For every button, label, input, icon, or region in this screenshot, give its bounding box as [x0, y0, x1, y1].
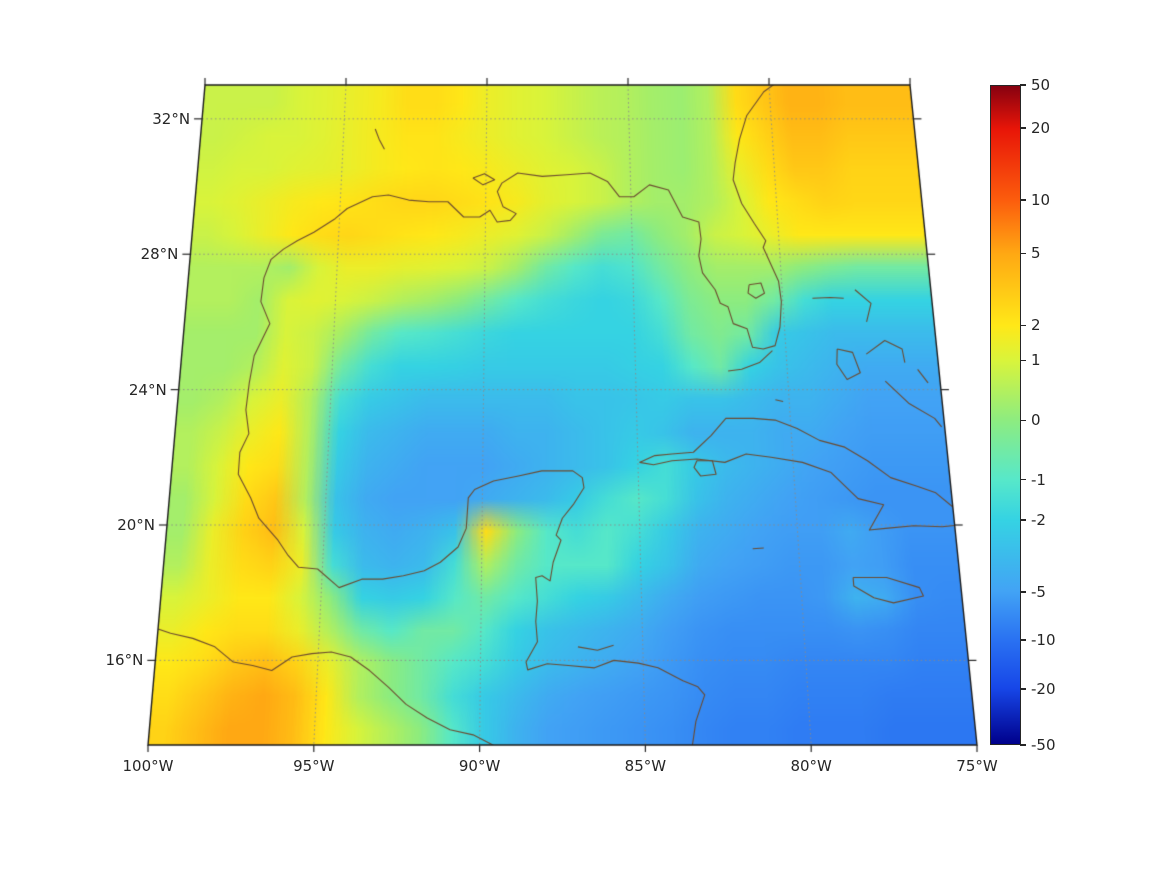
lon-tick-label: 100°W — [122, 757, 174, 775]
lat-tick-label: 16°N — [105, 651, 144, 670]
lon-tick-label: 80°W — [790, 757, 832, 775]
colorbar-tick-mark — [1020, 519, 1026, 521]
colorbar-tick-mark — [1020, 688, 1026, 690]
colorbar-tick-label: -1 — [1031, 470, 1046, 489]
colorbar-tick-mark — [1020, 419, 1026, 421]
colorbar-tick-label: 1 — [1031, 351, 1041, 370]
colorbar-tick-mark — [1020, 591, 1026, 593]
colorbar-tick-label: -50 — [1031, 736, 1056, 754]
colorbar-tick-label: -2 — [1031, 510, 1046, 529]
colorbar-tick-mark — [1020, 478, 1026, 481]
colorbar-gradient — [991, 86, 1020, 744]
lat-tick-label: 28°N — [140, 245, 179, 264]
colorbar-tick-label: 2 — [1031, 316, 1041, 335]
colorbar-tick-mark — [1020, 252, 1026, 254]
lon-tick-label: 90°W — [458, 757, 501, 775]
colorbar — [990, 85, 1021, 745]
colorbar-tick-mark — [1020, 199, 1026, 201]
colorbar-tick-label: 10 — [1031, 190, 1051, 209]
colorbar-tick-mark — [1020, 127, 1026, 129]
colorbar-tick-label: -10 — [1031, 631, 1056, 650]
colorbar-tick-mark — [1020, 359, 1026, 361]
colorbar-tick-mark — [1020, 744, 1026, 746]
colorbar-tick-mark — [1020, 639, 1026, 641]
colorbar-tick-label: -5 — [1031, 582, 1046, 601]
colorbar-tick-label: -20 — [1031, 679, 1056, 698]
lon-tick-label: 85°W — [624, 757, 667, 775]
lon-tick-label: 75°W — [956, 757, 998, 775]
colorbar-tick-label: 0 — [1031, 411, 1041, 430]
colorbar-tick-label: 5 — [1031, 244, 1041, 263]
colorbar-tick-mark — [1020, 84, 1026, 86]
lat-tick-label: 20°N — [117, 516, 155, 534]
colorbar-tick-label: 20 — [1031, 118, 1051, 137]
lat-tick-label: 32°N — [152, 109, 191, 128]
lon-tick-label: 95°W — [293, 757, 335, 775]
colorbar-tick-label: 50 — [1031, 76, 1051, 94]
colorbar-tick-mark — [1020, 324, 1026, 326]
lat-tick-label: 24°N — [128, 380, 167, 399]
